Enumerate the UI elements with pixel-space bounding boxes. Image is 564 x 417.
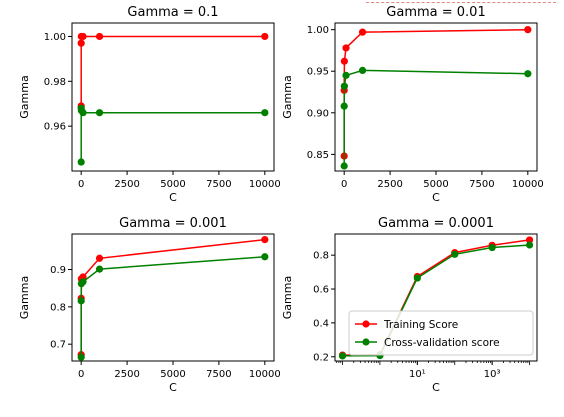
chart-title: Gamma = 0.0001 [378,216,494,231]
y-tick-label: 0.9 [50,265,66,276]
x-tick-label: 7500 [206,179,231,190]
y-tick-label: 0.8 [50,302,66,313]
axes-frame [334,233,538,362]
axes-frame [71,233,275,362]
data-point [340,162,348,170]
data-point [95,254,104,262]
chart-panel-2: Gamma = 0.01 0 2500 5000 7500 10000 0.85 0.90 0.… [281,5,544,204]
series-line-cross-validation [343,69,528,166]
data-point [358,66,367,74]
y-tick-label: 0.7 [50,340,66,351]
data-point [95,109,104,117]
y-tick-label: 0.96 [44,122,66,133]
data-point [77,158,85,166]
data-point [79,278,87,286]
x-axis-label: C [169,381,177,394]
x-tick-label: 2500 [114,369,139,380]
data-point [358,28,367,36]
legend-label: Cross-validation score [384,337,500,349]
y-tick-label: 0.95 [307,67,329,78]
x-tick-label: 10000 [512,179,544,190]
data-point [524,26,532,34]
y-tick-label: 0.90 [307,108,329,119]
y-axis-label: Gamma [281,75,294,118]
y-tick-label: 1.00 [307,25,329,36]
x-tick-label: 5000 [160,369,185,380]
series-line-training [343,28,528,156]
x-axis-label: C [432,381,440,394]
data-point [488,243,496,252]
y-tick-label: 0.2 [313,352,329,363]
y-tick-label: 0.8 [313,251,329,262]
data-point [261,32,269,41]
x-axis-label: C [432,191,440,204]
x-axis-label: C [169,191,177,204]
x-tick-label: 10³ [484,369,501,380]
y-axis-label: Gamma [18,276,31,319]
y-tick-label: 0.6 [313,285,329,296]
data-point [451,250,459,258]
axes-frame [71,22,275,172]
y-tick-label: 0.98 [44,77,66,88]
data-point [525,236,534,244]
data-point [261,236,269,244]
data-point [342,71,350,79]
data-point [77,39,85,47]
data-point [338,352,347,360]
x-tick-label: 7500 [469,179,494,190]
data-point [340,102,348,110]
data-point [77,297,85,305]
data-point [95,265,104,273]
chart-panel-1: Gamma = 0.1 0 2500 5000 7500 10000 0.96 0.98 1.0… [18,5,281,204]
x-tick-label: 5000 [423,179,448,190]
legend-box [348,310,534,356]
data-point [340,57,348,65]
chart-title: Gamma = 0.1 [127,5,218,20]
legend-label: Training Score [383,319,458,331]
legend-marker [362,320,370,328]
x-tick-label: 10000 [249,179,281,190]
x-tick-label: 7500 [206,369,231,380]
data-point [413,274,421,282]
data-point [340,82,348,90]
x-tick-label: 2500 [114,179,139,190]
x-tick-label: 10¹ [409,369,426,380]
top-edge-stripe [0,0,564,6]
y-tick-label: 0.85 [307,150,329,161]
data-point [261,253,269,261]
axes-frame [334,22,538,172]
data-point [525,241,534,249]
series-line-training [80,35,265,106]
series-line-cross-validation [342,244,530,357]
chart-panel-3: Gamma = 0.001 0 2500 5000 7500 10000 0.7 0.8 0.9… [18,216,281,394]
data-point [524,70,532,78]
data-point [342,44,350,52]
legend-marker [362,338,370,346]
data-point [95,32,104,41]
chart-title: Gamma = 0.001 [119,216,227,231]
data-point [79,109,87,117]
series-line-training [80,238,265,355]
x-tick-label: 0 [78,369,84,380]
chart-title: Gamma = 0.01 [386,5,485,20]
x-tick-label: 0 [78,179,84,190]
legend: Training Score Cross-validation score [348,310,534,356]
data-point [79,32,87,41]
x-tick-label: 10000 [249,369,281,380]
y-axis-label: Gamma [18,75,31,118]
y-tick-label: 1.00 [44,32,66,43]
data-point [261,109,269,117]
x-tick-label: 2500 [377,179,402,190]
series-line-cross-validation [80,256,265,358]
x-tick-label: 5000 [160,179,185,190]
y-tick-label: 0.4 [313,318,329,329]
chart-panel-4: Gamma = 0.0001 10¹ 10³ 0.2 0.4 0.6 0.8 C Gamma Tr… [281,216,538,394]
series-line-cross-validation [80,108,265,162]
x-tick-label: 0 [341,179,347,190]
y-axis-label: Gamma [281,276,294,319]
data-point [77,353,85,361]
